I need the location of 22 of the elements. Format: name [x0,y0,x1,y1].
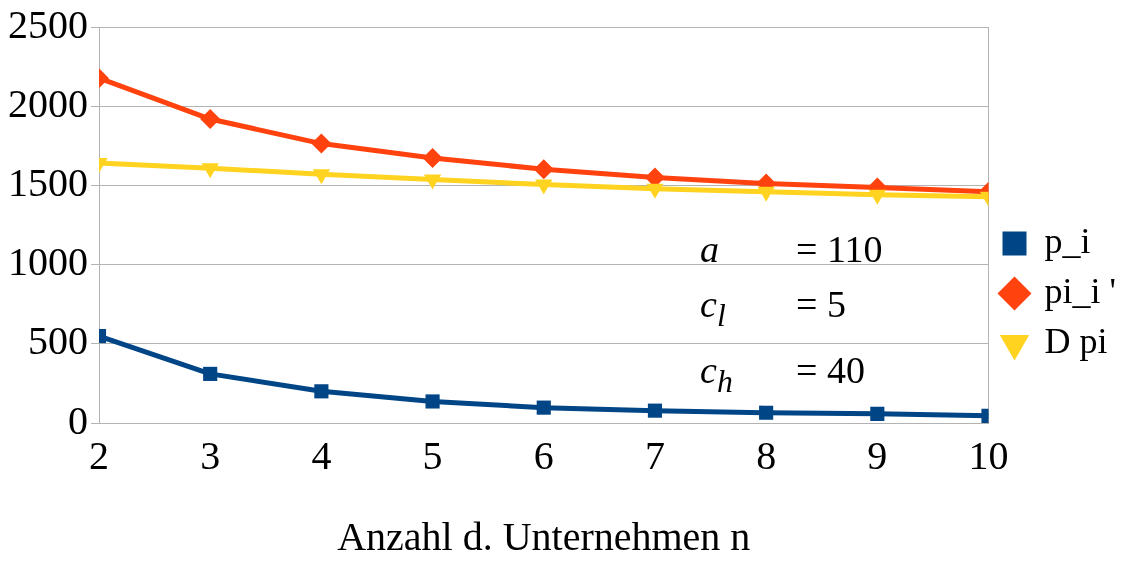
y-tick-label: 0 [68,397,88,443]
x-tick-label: 4 [311,432,332,478]
x-tick-label: 10 [968,432,1009,478]
legend-label: D pi [1044,320,1108,361]
y-tick-label: 1000 [8,239,88,285]
y-tick-label: 500 [28,318,88,364]
text: c$_{l}$ = 5 [700,283,846,333]
x-tick-label: 6 [533,432,554,478]
x-tick-label: 9 [867,432,888,478]
y-tick-label: 2000 [8,80,88,126]
legend-label: pi_i ' [1044,270,1117,311]
x-tick-label: 8 [756,432,777,478]
y-tick-label: 2500 [8,1,88,47]
text: c$_{h}$ = 40 [700,348,865,399]
y-tick-label: 1500 [8,159,88,205]
x-axis-title: Anzahl d. Unternehmen n [337,513,751,559]
legend-label: p_i [1044,220,1091,261]
text: a = 110 [700,228,883,270]
x-tick-label: 2 [89,432,109,478]
x-tick-label: 7 [644,432,665,478]
x-tick-label: 3 [200,432,221,478]
x-tick-label: 5 [422,432,443,478]
